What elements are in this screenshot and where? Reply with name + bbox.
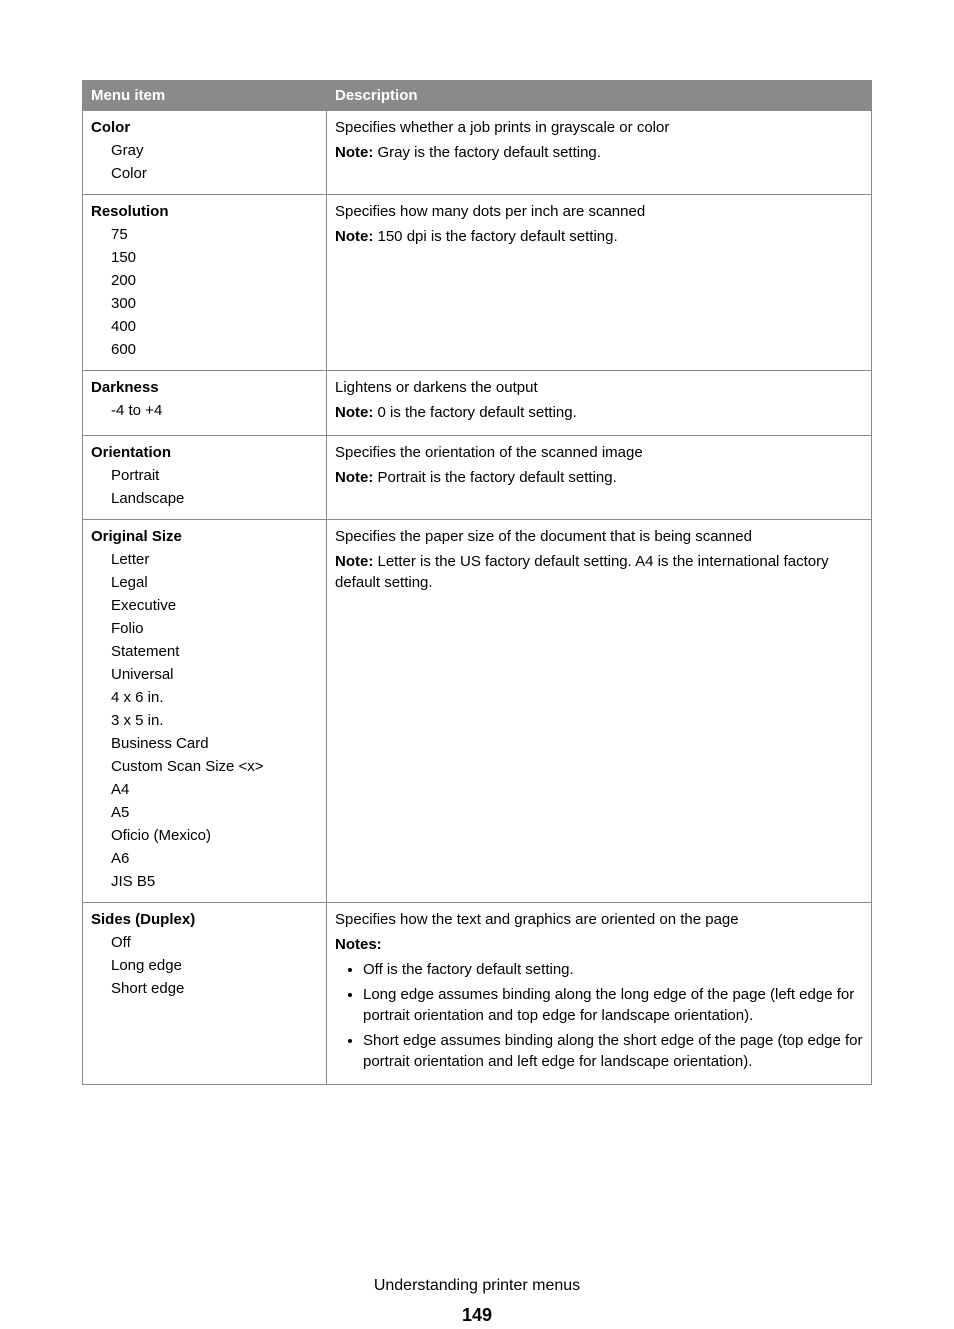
- header-description: Description: [327, 81, 872, 111]
- orientation-options: Portrait Landscape: [91, 465, 318, 509]
- sides-option: Off: [111, 932, 318, 953]
- cell-original-size-menu: Original Size Letter Legal Executive Fol…: [83, 520, 327, 903]
- row-sides: Sides (Duplex) Off Long edge Short edge …: [83, 903, 872, 1085]
- resolution-note: Note: 150 dpi is the factory default set…: [335, 226, 863, 247]
- sides-bullet: Off is the factory default setting.: [363, 959, 863, 980]
- original-size-option: 4 x 6 in.: [111, 687, 318, 708]
- original-size-desc: Specifies the paper size of the document…: [335, 526, 863, 547]
- orientation-note: Note: Portrait is the factory default se…: [335, 467, 863, 488]
- sides-option: Short edge: [111, 978, 318, 999]
- note-text: Letter is the US factory default setting…: [335, 553, 829, 591]
- color-option: Gray: [111, 140, 318, 161]
- sides-option: Long edge: [111, 955, 318, 976]
- row-darkness: Darkness -4 to +4 Lightens or darkens th…: [83, 371, 872, 436]
- original-size-option: Statement: [111, 641, 318, 662]
- sides-bullet: Long edge assumes binding along the long…: [363, 984, 863, 1026]
- resolution-option: 75: [111, 224, 318, 245]
- original-size-option: Universal: [111, 664, 318, 685]
- page-container: Menu item Description Color Gray Color S…: [0, 0, 954, 1329]
- original-size-options: Letter Legal Executive Folio Statement U…: [91, 549, 318, 892]
- table-header-row: Menu item Description: [83, 81, 872, 111]
- resolution-options: 75 150 200 300 400 600: [91, 224, 318, 360]
- cell-darkness-desc: Lightens or darkens the output Note: 0 i…: [327, 371, 872, 436]
- note-label: Note:: [335, 228, 373, 245]
- original-size-option: Folio: [111, 618, 318, 639]
- note-label: Note:: [335, 469, 373, 486]
- note-text: Portrait is the factory default setting.: [373, 469, 616, 486]
- cell-color-menu: Color Gray Color: [83, 111, 327, 195]
- row-original-size: Original Size Letter Legal Executive Fol…: [83, 520, 872, 903]
- sides-title: Sides (Duplex): [91, 909, 318, 930]
- row-resolution: Resolution 75 150 200 300 400 600 Specif…: [83, 195, 872, 371]
- orientation-option: Portrait: [111, 465, 318, 486]
- cell-original-size-desc: Specifies the paper size of the document…: [327, 520, 872, 903]
- original-size-option: A6: [111, 848, 318, 869]
- resolution-option: 600: [111, 339, 318, 360]
- menu-table: Menu item Description Color Gray Color S…: [82, 80, 872, 1085]
- note-label: Note:: [335, 553, 373, 570]
- color-option: Color: [111, 163, 318, 184]
- cell-orientation-desc: Specifies the orientation of the scanned…: [327, 436, 872, 520]
- color-title: Color: [91, 117, 318, 138]
- darkness-option: -4 to +4: [111, 400, 318, 421]
- resolution-title: Resolution: [91, 201, 318, 222]
- original-size-option: Custom Scan Size <x>: [111, 756, 318, 777]
- note-text: 150 dpi is the factory default setting.: [373, 228, 617, 245]
- original-size-option: Letter: [111, 549, 318, 570]
- resolution-desc: Specifies how many dots per inch are sca…: [335, 201, 863, 222]
- resolution-option: 300: [111, 293, 318, 314]
- cell-resolution-menu: Resolution 75 150 200 300 400 600: [83, 195, 327, 371]
- note-text: 0 is the factory default setting.: [373, 404, 576, 421]
- resolution-option: 400: [111, 316, 318, 337]
- sides-bullet: Short edge assumes binding along the sho…: [363, 1030, 863, 1072]
- note-label: Note:: [335, 404, 373, 421]
- sides-desc: Specifies how the text and graphics are …: [335, 909, 863, 930]
- darkness-desc: Lightens or darkens the output: [335, 377, 863, 398]
- color-desc: Specifies whether a job prints in graysc…: [335, 117, 863, 138]
- sides-bullets: Off is the factory default setting. Long…: [335, 959, 863, 1072]
- cell-sides-menu: Sides (Duplex) Off Long edge Short edge: [83, 903, 327, 1085]
- orientation-option: Landscape: [111, 488, 318, 509]
- darkness-options: -4 to +4: [91, 400, 318, 421]
- original-size-title: Original Size: [91, 526, 318, 547]
- cell-sides-desc: Specifies how the text and graphics are …: [327, 903, 872, 1085]
- row-color: Color Gray Color Specifies whether a job…: [83, 111, 872, 195]
- sides-options: Off Long edge Short edge: [91, 932, 318, 999]
- note-text: Gray is the factory default setting.: [373, 144, 601, 161]
- resolution-option: 150: [111, 247, 318, 268]
- original-size-note: Note: Letter is the US factory default s…: [335, 551, 863, 593]
- original-size-option: Business Card: [111, 733, 318, 754]
- page-footer: Understanding printer menus 149: [82, 1275, 872, 1329]
- original-size-option: 3 x 5 in.: [111, 710, 318, 731]
- darkness-note: Note: 0 is the factory default setting.: [335, 402, 863, 423]
- darkness-title: Darkness: [91, 377, 318, 398]
- orientation-title: Orientation: [91, 442, 318, 463]
- color-options: Gray Color: [91, 140, 318, 184]
- sides-notes-label: Notes:: [335, 934, 863, 955]
- resolution-option: 200: [111, 270, 318, 291]
- cell-color-desc: Specifies whether a job prints in graysc…: [327, 111, 872, 195]
- original-size-option: JIS B5: [111, 871, 318, 892]
- original-size-option: Executive: [111, 595, 318, 616]
- header-menu-item: Menu item: [83, 81, 327, 111]
- original-size-option: Legal: [111, 572, 318, 593]
- footer-title: Understanding printer menus: [82, 1275, 872, 1297]
- cell-resolution-desc: Specifies how many dots per inch are sca…: [327, 195, 872, 371]
- cell-darkness-menu: Darkness -4 to +4: [83, 371, 327, 436]
- note-label: Note:: [335, 144, 373, 161]
- color-note: Note: Gray is the factory default settin…: [335, 142, 863, 163]
- original-size-option: A5: [111, 802, 318, 823]
- original-size-option: Oficio (Mexico): [111, 825, 318, 846]
- original-size-option: A4: [111, 779, 318, 800]
- footer-page-number: 149: [82, 1303, 872, 1328]
- cell-orientation-menu: Orientation Portrait Landscape: [83, 436, 327, 520]
- row-orientation: Orientation Portrait Landscape Specifies…: [83, 436, 872, 520]
- orientation-desc: Specifies the orientation of the scanned…: [335, 442, 863, 463]
